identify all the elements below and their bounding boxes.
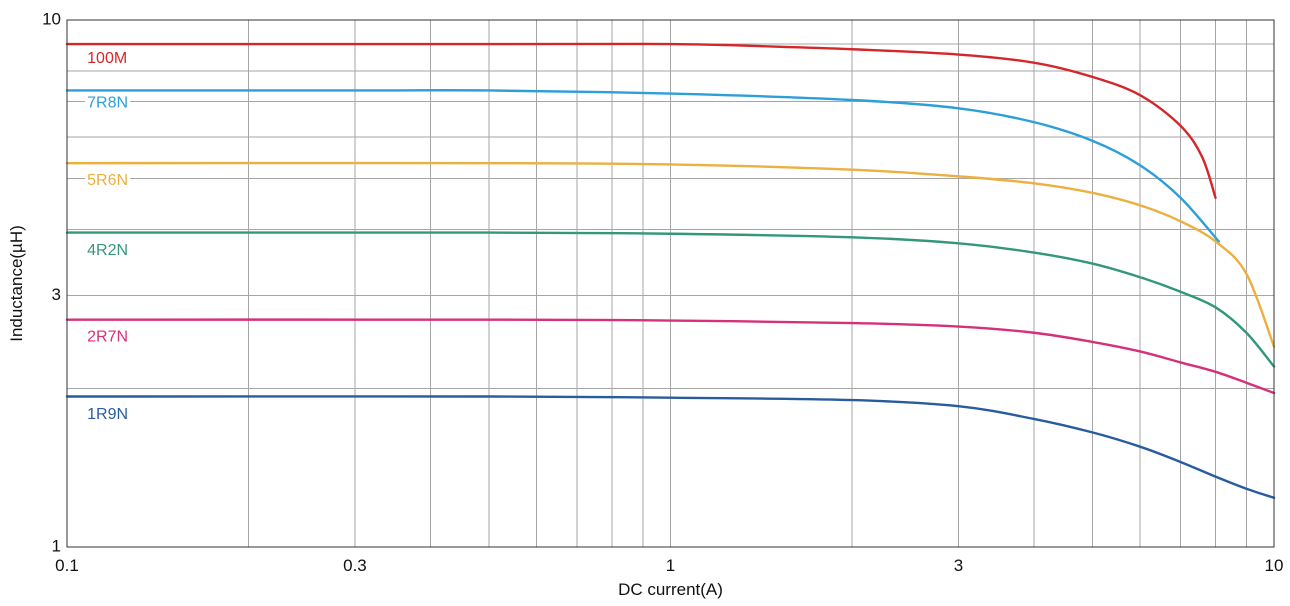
series-label-1r9n: 1R9N — [87, 406, 128, 423]
series-label-4r2n: 4R2N — [87, 242, 128, 259]
series-label-background — [85, 48, 130, 68]
y-tick-label: 1 — [52, 536, 61, 555]
y-tick-label: 10 — [42, 9, 61, 28]
series-line-4r2n — [65, 231, 1276, 368]
x-tick-label: 10 — [1265, 556, 1284, 575]
x-tick-label: 3 — [954, 556, 963, 575]
series-label-background — [85, 93, 131, 113]
series-label-2r7n: 2R7N — [87, 329, 128, 346]
series-label-background — [85, 327, 131, 347]
y-axis-label: Inductance(µH) — [7, 225, 26, 342]
x-axis-label: DC current(A) — [618, 580, 723, 599]
series-label-background — [85, 240, 131, 260]
x-tick-label: 1 — [666, 556, 675, 575]
x-tick-label: 0.3 — [343, 556, 367, 575]
series-label-7r8n: 7R8N — [87, 94, 128, 111]
series-label-100m: 100M — [87, 50, 127, 67]
grid — [66, 19, 1275, 548]
series-labels: 100M 7R8N 5R6N 4R2N 2R7N 1R9N — [85, 48, 131, 425]
plot-frame — [66, 19, 1275, 548]
series-label-background — [85, 405, 131, 425]
series-line-100m — [65, 42, 1217, 199]
series-label-5r6n: 5R6N — [87, 172, 128, 189]
series-line-5r6n — [65, 161, 1276, 348]
tick-labels: 0.1 0.3 1 3 10 1 3 10 — [42, 9, 1283, 575]
series-label-background — [85, 171, 131, 191]
series-lines — [65, 42, 1276, 499]
y-tick-label: 3 — [52, 285, 61, 304]
series-line-7r8n — [65, 89, 1220, 243]
x-tick-label: 0.1 — [55, 556, 79, 575]
series-line-1r9n — [65, 395, 1276, 499]
series-line-2r7n — [65, 318, 1276, 395]
